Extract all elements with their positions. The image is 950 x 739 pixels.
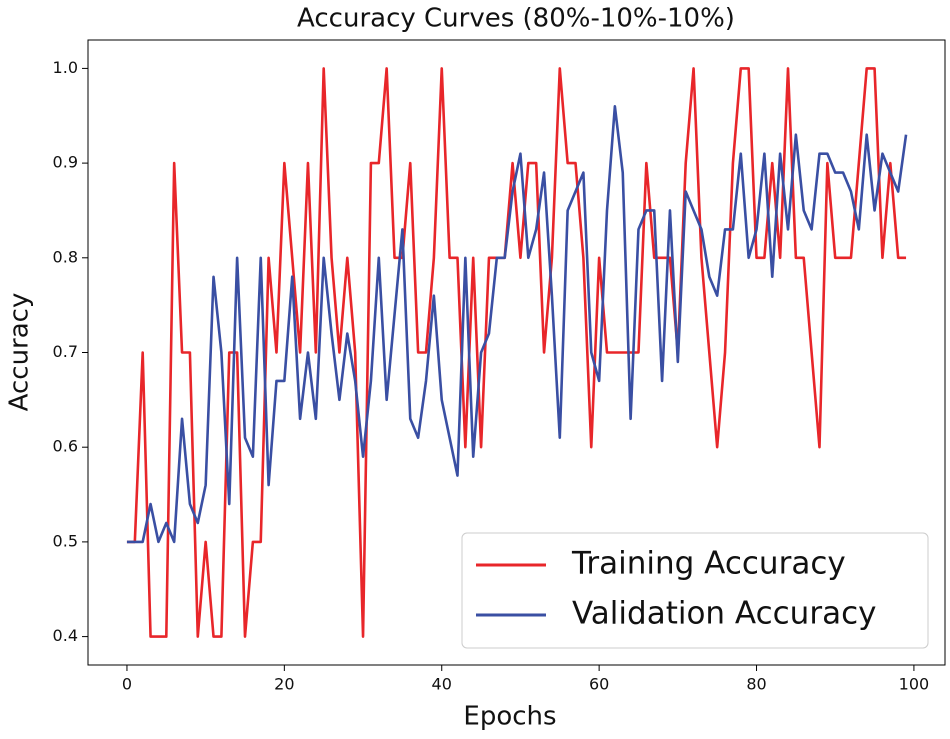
x-tick-label: 20 — [274, 675, 294, 694]
x-tick-label: 0 — [122, 675, 132, 694]
legend-label: Validation Accuracy — [572, 596, 876, 632]
y-tick-label: 0.4 — [53, 626, 78, 645]
x-axis-label: Epochs — [463, 702, 556, 732]
chart-title: Accuracy Curves (80%-10%-10%) — [297, 4, 735, 34]
legend-label: Training Accuracy — [571, 546, 846, 582]
series-line — [126, 104, 908, 544]
y-tick-label: 0.5 — [53, 531, 78, 550]
y-tick-label: 0.7 — [53, 342, 78, 361]
y-tick-label: 0.9 — [53, 153, 78, 172]
x-tick-label: 60 — [589, 675, 609, 694]
plot-frame — [87, 39, 946, 666]
x-tick-label: 100 — [899, 675, 930, 694]
legend-box — [461, 532, 929, 649]
legend: Training Accuracy Validation Accuracy — [461, 532, 929, 649]
x-tick-label: 40 — [432, 675, 452, 694]
y-tick-label: 0.8 — [53, 247, 78, 266]
y-tick-label: 0.6 — [53, 437, 78, 456]
x-tick-label: 80 — [746, 675, 766, 694]
y-tick-label: 1.0 — [53, 58, 78, 77]
y-axis-label: Accuracy — [5, 293, 35, 412]
